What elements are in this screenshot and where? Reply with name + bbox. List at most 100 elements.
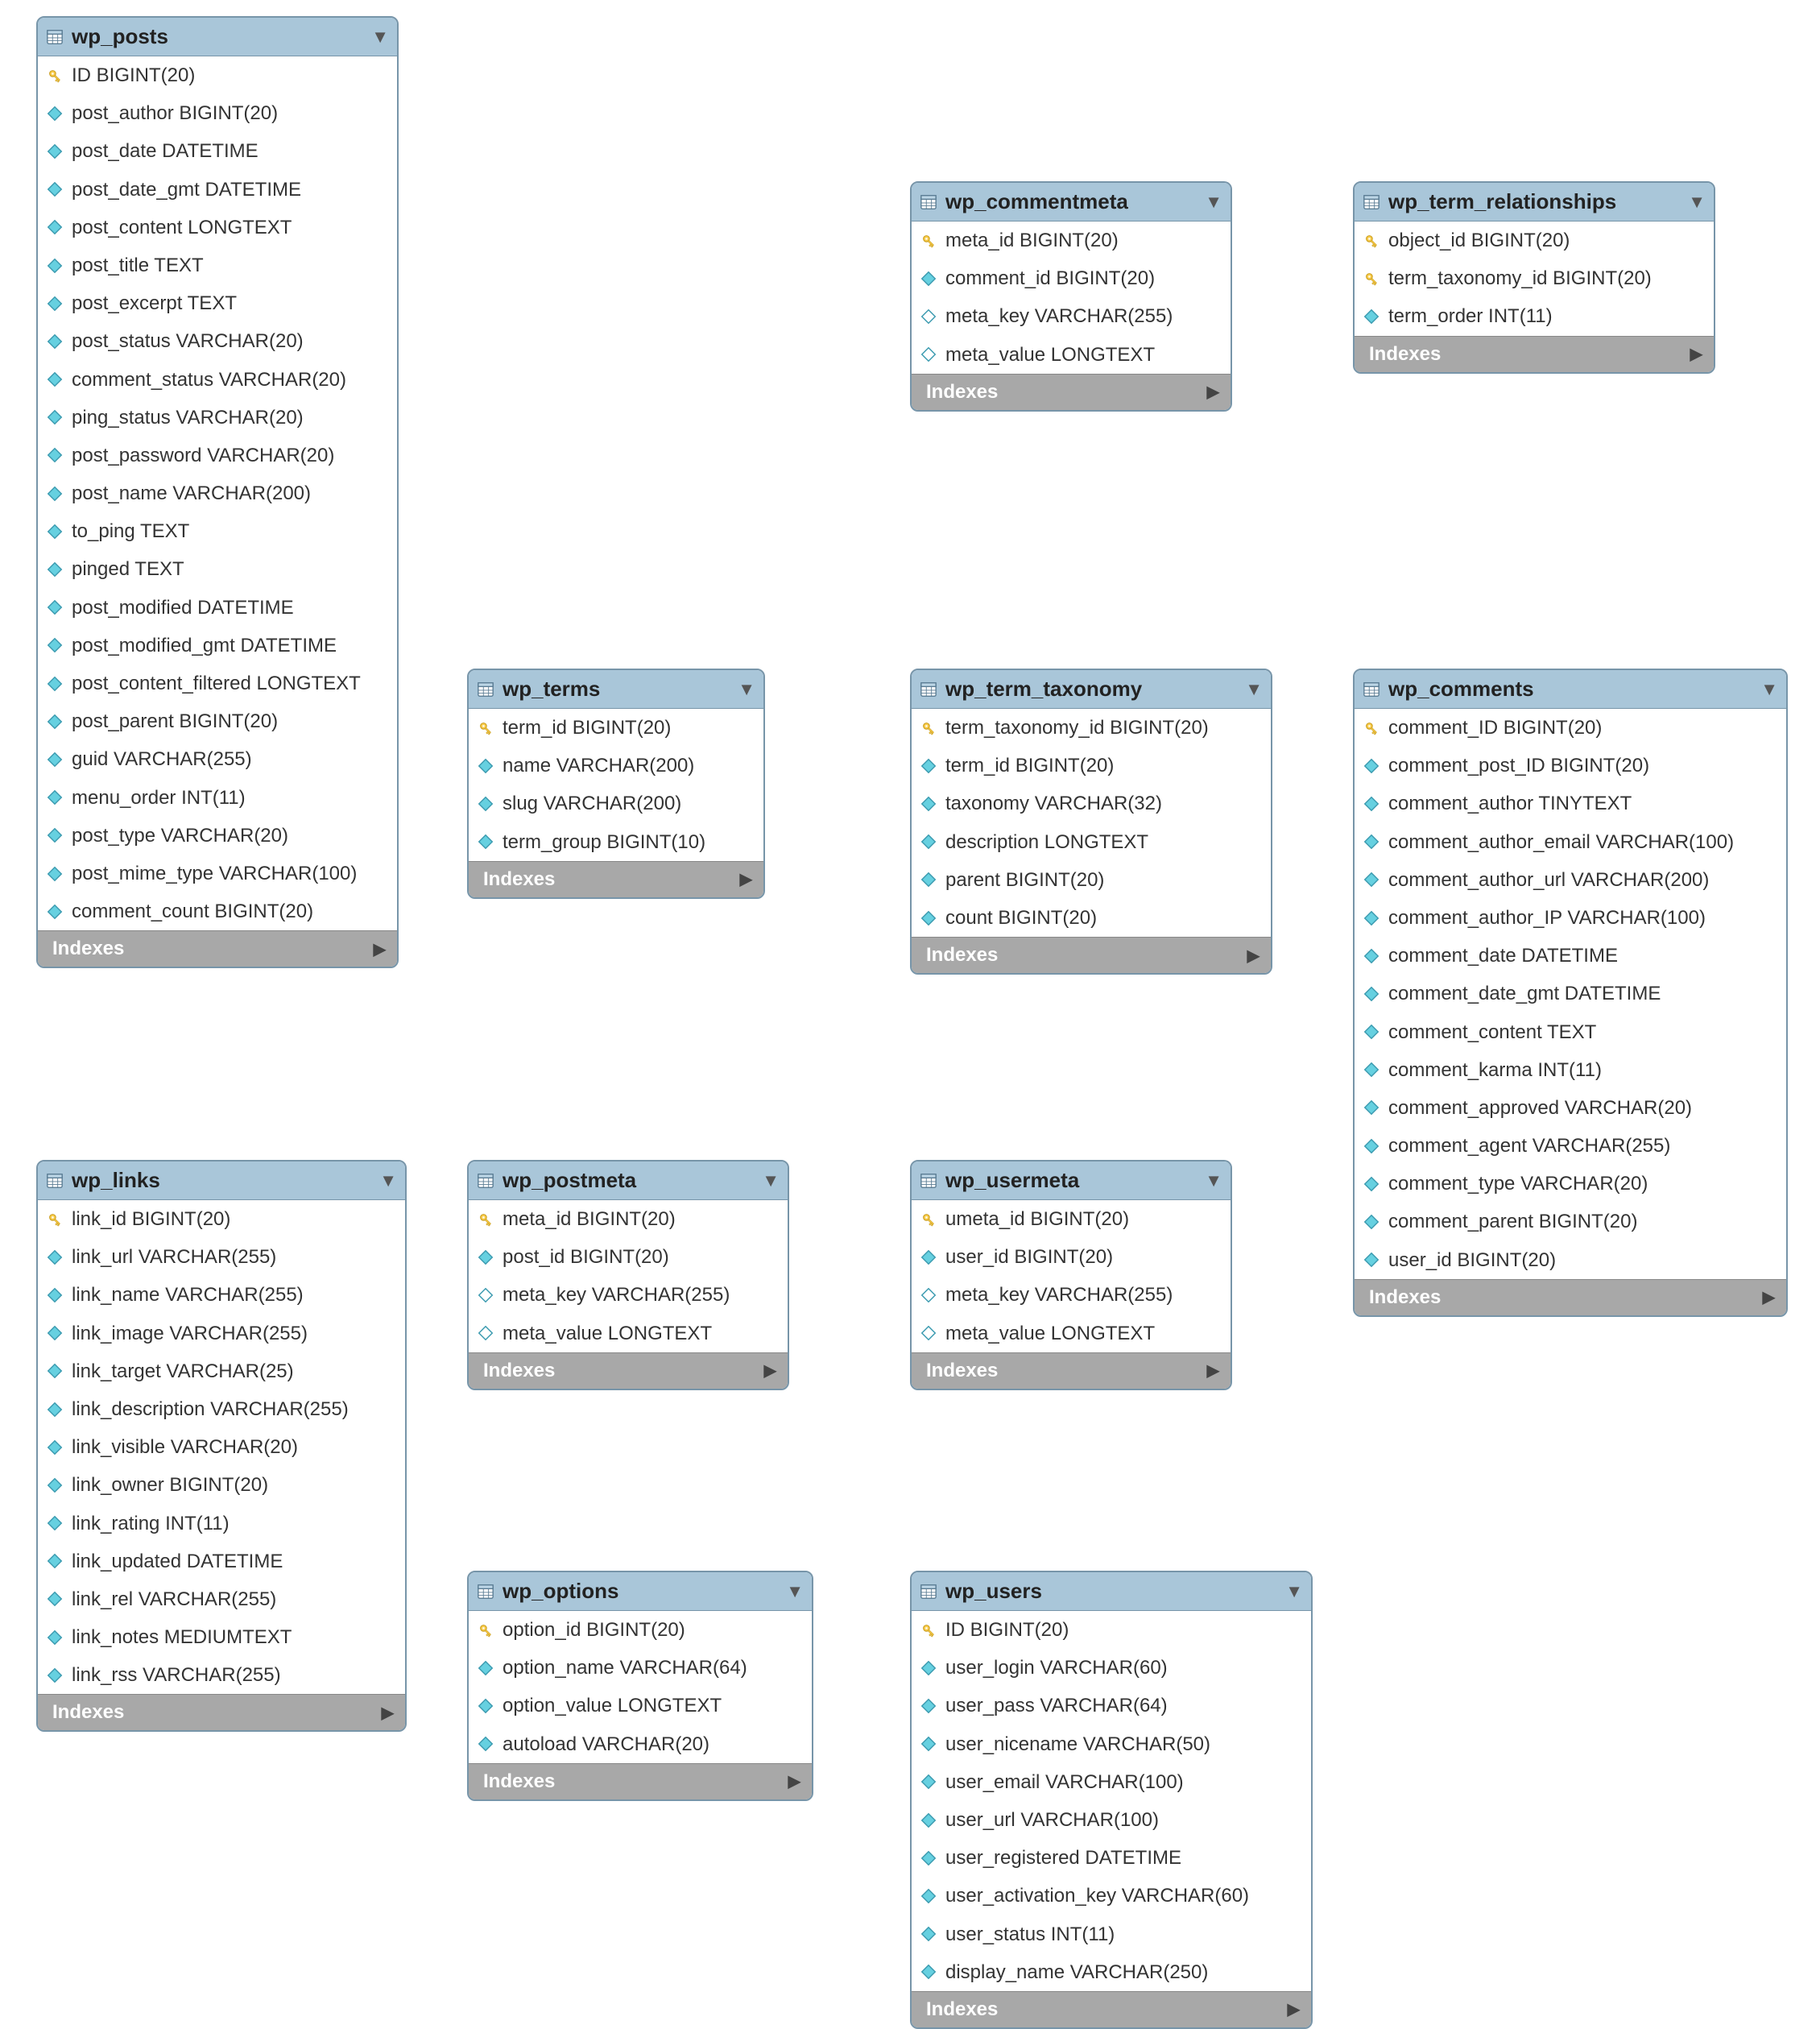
key-icon: [920, 1621, 937, 1639]
indexes-footer[interactable]: Indexes▶: [912, 1991, 1311, 2027]
table-header[interactable]: wp_users▼: [912, 1572, 1311, 1611]
table-column: meta_value LONGTEXT: [912, 1315, 1231, 1352]
diamond-icon: [477, 1286, 494, 1304]
collapse-icon[interactable]: ▼: [1245, 679, 1263, 700]
expand-icon[interactable]: ▶: [1288, 1999, 1300, 2019]
indexes-footer[interactable]: Indexes▶: [1355, 336, 1714, 372]
table-header[interactable]: wp_comments ▼: [1355, 670, 1786, 709]
diamond-icon: [1363, 757, 1380, 775]
table-column: meta_id BIGINT(20): [469, 1200, 788, 1238]
indexes-footer[interactable]: Indexes▶: [38, 930, 397, 967]
key-icon: [46, 67, 64, 85]
collapse-icon[interactable]: ▼: [379, 1170, 397, 1191]
column-text: display_name VARCHAR(250): [945, 1960, 1208, 1985]
table-header[interactable]: wp_posts▼: [38, 18, 397, 56]
expand-icon[interactable]: ▶: [382, 1703, 394, 1723]
diamond-icon: [46, 1552, 64, 1570]
diamond-icon: [920, 1963, 937, 1981]
indexes-label: Indexes: [1369, 1286, 1441, 1309]
collapse-icon[interactable]: ▼: [1688, 192, 1706, 213]
indexes-footer[interactable]: Indexes▶: [38, 1694, 405, 1730]
table-column: post_author BIGINT(20): [38, 94, 397, 132]
diamond-icon: [1363, 1213, 1380, 1231]
column-text: guid VARCHAR(255): [72, 747, 252, 772]
table-column: post_modified_gmt DATETIME: [38, 627, 397, 665]
column-text: post_date DATETIME: [72, 139, 259, 164]
indexes-footer[interactable]: Indexes▶: [912, 1352, 1231, 1389]
diamond-icon: [46, 675, 64, 693]
table-column: post_parent BIGINT(20): [38, 702, 397, 740]
diamond-icon: [1363, 833, 1380, 851]
indexes-footer[interactable]: Indexes▶: [912, 937, 1271, 973]
expand-icon[interactable]: ▶: [374, 939, 386, 959]
key-icon: [920, 719, 937, 737]
table-column: post_date DATETIME: [38, 132, 397, 170]
diamond-icon: [1363, 1061, 1380, 1079]
column-text: comment_status VARCHAR(20): [72, 367, 346, 392]
column-text: comment_parent BIGINT(20): [1388, 1209, 1637, 1234]
column-text: term_id BIGINT(20): [503, 715, 671, 740]
column-text: pinged TEXT: [72, 557, 184, 582]
collapse-icon[interactable]: ▼: [1205, 192, 1222, 213]
collapse-icon[interactable]: ▼: [738, 679, 755, 700]
diamond-icon: [920, 1324, 937, 1342]
indexes-footer[interactable]: Indexes▶: [469, 1763, 812, 1799]
diamond-icon: [46, 1629, 64, 1646]
table-header[interactable]: wp_term_relationships▼: [1355, 183, 1714, 222]
table-title: wp_links: [72, 1168, 373, 1193]
expand-icon[interactable]: ▶: [740, 869, 752, 889]
table-column: object_id BIGINT(20): [1355, 222, 1714, 259]
table-title: wp_comments: [1388, 677, 1754, 702]
table-column: description LONGTEXT: [912, 823, 1271, 861]
collapse-icon[interactable]: ▼: [1205, 1170, 1222, 1191]
collapse-icon[interactable]: ▼: [1285, 1581, 1303, 1602]
db-table-wp_comments: wp_comments▼ comment_ID BIGINT(20) comme…: [1353, 669, 1788, 1317]
table-header[interactable]: wp_links ▼: [38, 1161, 405, 1200]
column-text: post_author BIGINT(20): [72, 101, 278, 126]
table-header[interactable]: wp_term_taxonomy▼: [912, 670, 1271, 709]
indexes-footer[interactable]: Indexes▶: [912, 374, 1231, 410]
expand-icon[interactable]: ▶: [1690, 344, 1702, 364]
table-column: user_id BIGINT(20): [1355, 1241, 1786, 1279]
expand-icon[interactable]: ▶: [764, 1360, 776, 1381]
table-header[interactable]: wp_commentmeta▼: [912, 183, 1231, 222]
diamond-icon: [920, 1849, 937, 1867]
table-column: meta_key VARCHAR(255): [469, 1276, 788, 1314]
collapse-icon[interactable]: ▼: [1760, 679, 1778, 700]
expand-icon[interactable]: ▶: [788, 1771, 800, 1791]
indexes-footer[interactable]: Indexes▶: [469, 861, 763, 897]
table-column: post_mime_type VARCHAR(100): [38, 855, 397, 892]
diamond-icon: [46, 371, 64, 388]
table-column: link_updated DATETIME: [38, 1542, 405, 1580]
table-column: autoload VARCHAR(20): [469, 1725, 812, 1763]
column-text: user_status INT(11): [945, 1922, 1115, 1947]
table-columns: ID BIGINT(20) user_login VARCHAR(60) use…: [912, 1611, 1311, 1991]
indexes-footer[interactable]: Indexes▶: [469, 1352, 788, 1389]
diamond-icon: [477, 1248, 494, 1266]
column-text: user_url VARCHAR(100): [945, 1807, 1159, 1832]
expand-icon[interactable]: ▶: [1763, 1287, 1775, 1307]
indexes-footer[interactable]: Indexes ▶: [1355, 1279, 1786, 1315]
diamond-icon: [46, 1667, 64, 1684]
table-header[interactable]: wp_terms▼: [469, 670, 763, 709]
column-text: post_status VARCHAR(20): [72, 329, 304, 354]
expand-icon[interactable]: ▶: [1207, 1360, 1219, 1381]
table-header[interactable]: wp_options▼: [469, 1572, 812, 1611]
column-text: term_taxonomy_id BIGINT(20): [1388, 266, 1652, 291]
table-columns: meta_id BIGINT(20) post_id BIGINT(20) me…: [469, 1200, 788, 1352]
table-column: link_image VARCHAR(255): [38, 1315, 405, 1352]
db-table-wp_users: wp_users▼ ID BIGINT(20) user_login VARCH…: [910, 1571, 1313, 2029]
expand-icon[interactable]: ▶: [1207, 382, 1219, 402]
diamond-icon: [46, 1401, 64, 1418]
table-column: meta_key VARCHAR(255): [912, 297, 1231, 335]
column-text: link_target VARCHAR(25): [72, 1359, 294, 1384]
collapse-icon[interactable]: ▼: [371, 27, 389, 48]
collapse-icon[interactable]: ▼: [762, 1170, 780, 1191]
diamond-icon: [46, 826, 64, 844]
table-header[interactable]: wp_postmeta▼: [469, 1161, 788, 1200]
collapse-icon[interactable]: ▼: [786, 1581, 804, 1602]
column-text: link_rss VARCHAR(255): [72, 1663, 281, 1687]
db-table-wp_links: wp_links▼ link_id BIGINT(20) link_url VA…: [36, 1160, 407, 1732]
expand-icon[interactable]: ▶: [1247, 946, 1260, 966]
table-header[interactable]: wp_usermeta▼: [912, 1161, 1231, 1200]
